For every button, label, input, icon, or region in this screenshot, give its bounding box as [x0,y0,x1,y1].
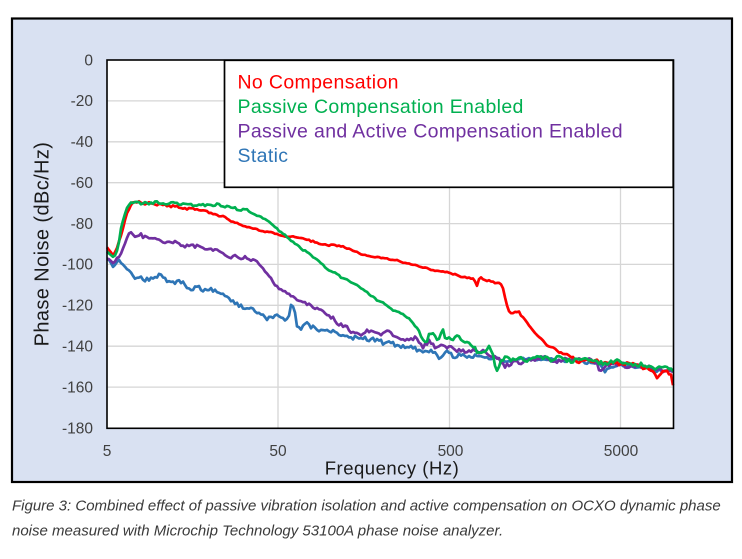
svg-text:-80: -80 [71,216,94,233]
svg-text:0: 0 [84,52,93,69]
svg-text:-40: -40 [71,134,94,151]
svg-text:500: 500 [438,443,464,460]
svg-text:Static: Static [238,145,289,167]
svg-text:Figure 3: Combined effect of p: Figure 3: Combined effect of passive vib… [12,498,721,515]
svg-text:-140: -140 [62,339,93,356]
svg-text:-20: -20 [71,93,94,110]
svg-text:-120: -120 [62,298,93,315]
svg-text:5000: 5000 [604,443,639,460]
svg-text:5: 5 [103,443,112,460]
svg-text:No Compensation: No Compensation [238,72,399,94]
svg-text:noise measured with Microchip: noise measured with Microchip Technology… [12,523,503,540]
svg-text:-100: -100 [62,257,93,274]
svg-text:Passive and Active Compensatio: Passive and Active Compensation Enabled [238,121,623,143]
svg-text:-180: -180 [62,420,93,437]
svg-text:-160: -160 [62,379,93,396]
svg-text:-60: -60 [71,175,94,192]
svg-text:Frequency (Hz): Frequency (Hz) [325,458,459,479]
svg-text:Phase Noise (dBc/Hz): Phase Noise (dBc/Hz) [32,142,54,347]
svg-text:50: 50 [269,443,287,460]
svg-text:Passive Compensation Enabled: Passive Compensation Enabled [238,96,524,118]
